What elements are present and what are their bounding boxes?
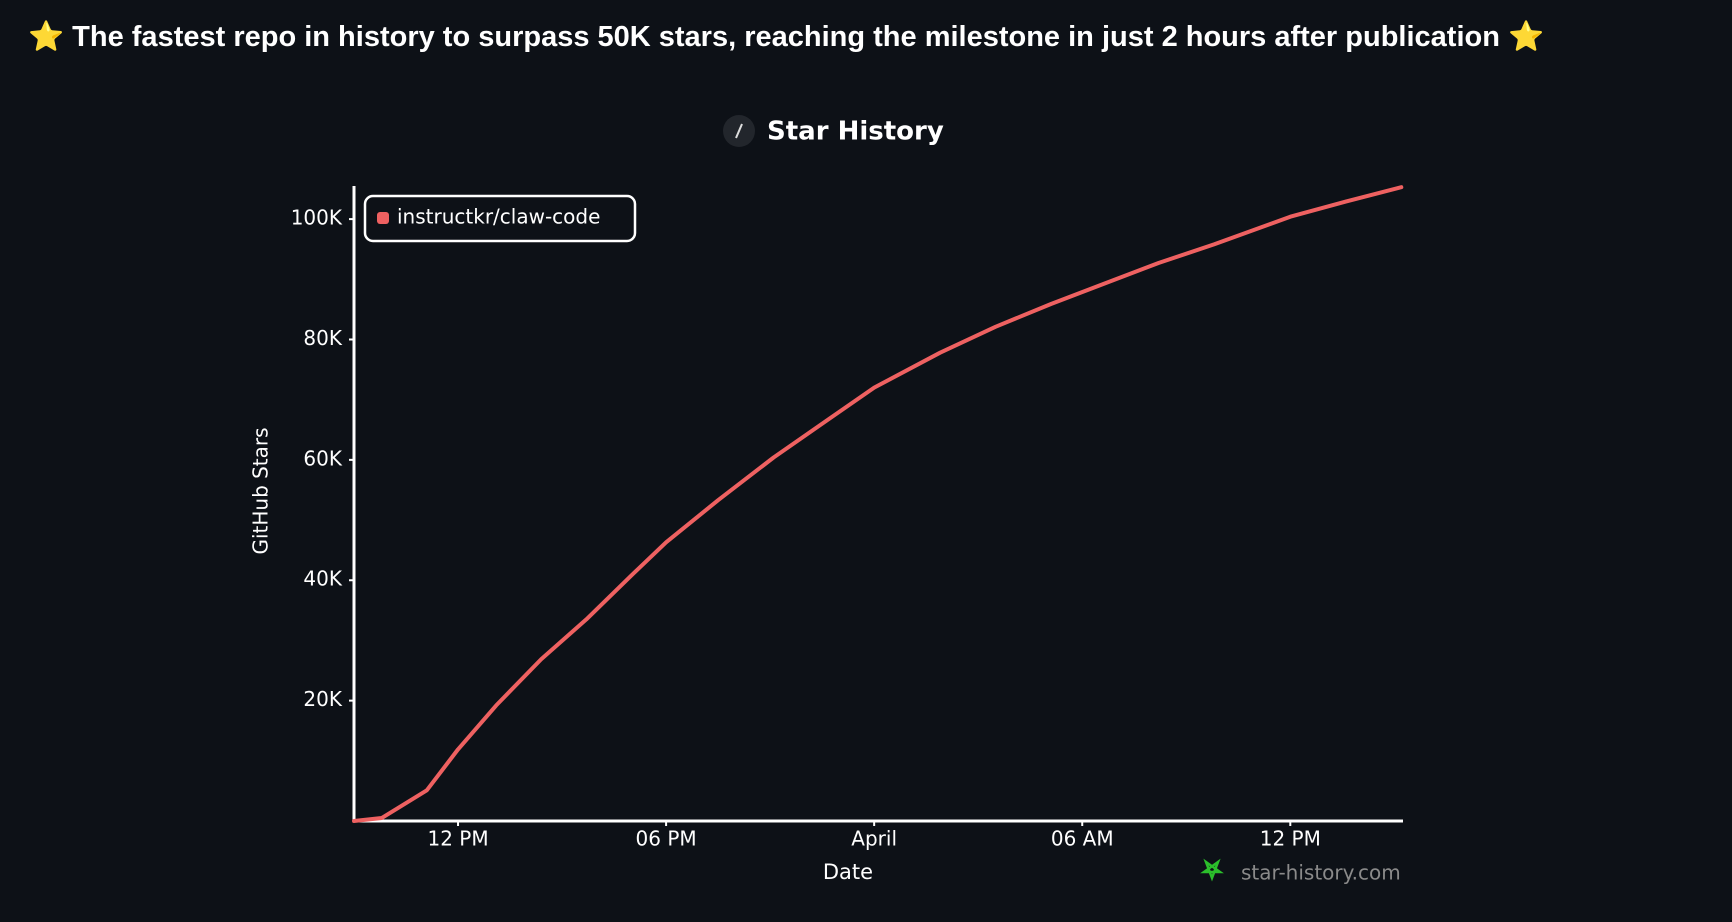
legend-label: instructkr/claw-code — [397, 205, 600, 229]
x-tick-label: 06 PM — [636, 827, 697, 851]
watermark: star-history.com — [1241, 861, 1401, 885]
x-axis-label: Date — [823, 860, 873, 884]
y-tick-label: 40K — [303, 567, 342, 591]
x-tick-label: 06 AM — [1051, 827, 1114, 851]
chart-title: Star History — [767, 117, 944, 147]
legend-box — [363, 194, 637, 243]
y-axis-label: GitHub Stars — [249, 427, 273, 554]
x-tick-label: April — [851, 827, 897, 851]
series-line — [352, 185, 1404, 823]
y-tick-label: 100K — [291, 206, 343, 230]
x-tick-label: 12 PM — [1260, 827, 1321, 851]
y-tick-label: 80K — [303, 326, 342, 350]
heading: ⭐ The fastest repo in history to surpass… — [28, 21, 1545, 53]
y-tick-label: 60K — [303, 446, 342, 470]
title-icon-pen — [735, 123, 743, 139]
x-tick-label: 12 PM — [427, 827, 488, 851]
watermark-logo — [1200, 858, 1224, 882]
legend-swatch — [377, 212, 389, 224]
y-tick-label: 20K — [303, 687, 342, 711]
